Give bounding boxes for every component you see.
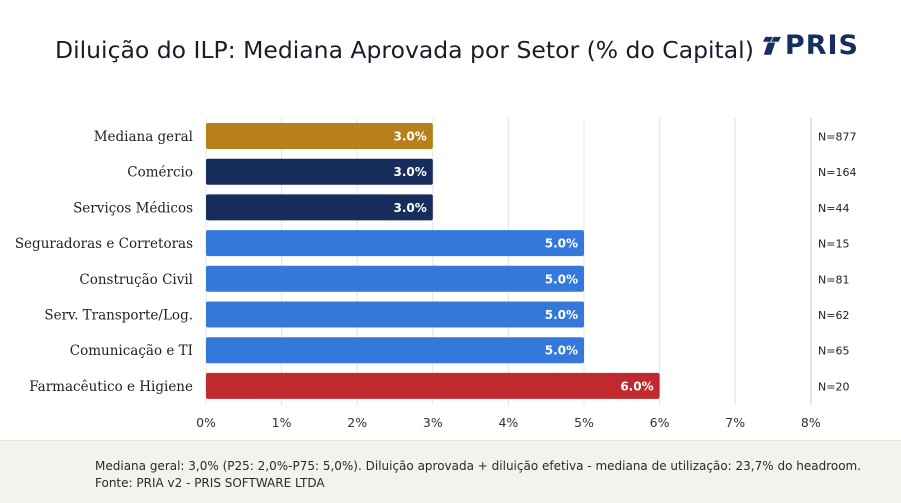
n-label: N=62 <box>818 309 849 322</box>
bar-value-label: 3.0% <box>394 201 427 215</box>
pris-logo: PRIS <box>763 28 859 62</box>
footer-note: Mediana geral: 3,0% (P25: 2,0%-P75: 5,0%… <box>95 459 862 473</box>
bar-value-label: 6.0% <box>620 379 653 393</box>
bar <box>206 158 433 185</box>
bar-value-label: 3.0% <box>394 165 427 179</box>
n-label: N=81 <box>818 273 849 286</box>
n-label: N=877 <box>818 131 856 144</box>
x-tick-label: 4% <box>498 415 518 430</box>
x-tick-label: 2% <box>347 415 367 430</box>
bar <box>206 301 584 328</box>
bar-chart: 0% 1% 2% 3% 4% 5% 6% 7% 8% Mediana geral 3.0% N=877… <box>15 118 856 430</box>
bar <box>206 230 584 257</box>
category-label: Serviços Médicos <box>73 200 193 216</box>
logo-text: PRIS <box>784 29 859 61</box>
category-label: Comércio <box>127 165 193 181</box>
x-tick-label: 3% <box>423 415 443 430</box>
n-label: N=65 <box>818 345 849 358</box>
chart-title: Diluição do ILP: Mediana Aprovada por Se… <box>55 36 754 64</box>
bar <box>206 337 584 364</box>
footer-source: Fonte: PRIA v2 - PRIS SOFTWARE LTDA <box>95 476 325 490</box>
x-tick-label: 5% <box>574 415 594 430</box>
x-tick-label: 6% <box>650 415 670 430</box>
category-label: Construção Civil <box>79 272 193 288</box>
bar-value-label: 5.0% <box>545 237 578 251</box>
x-tick-label: 8% <box>801 415 821 430</box>
bar <box>206 372 660 399</box>
n-label: N=44 <box>818 202 849 215</box>
n-label: N=15 <box>818 238 849 251</box>
x-tick-label: 0% <box>196 415 216 430</box>
bar-value-label: 5.0% <box>545 344 578 358</box>
bar <box>206 194 433 221</box>
bar-value-label: 5.0% <box>545 308 578 322</box>
x-tick-label: 7% <box>725 415 745 430</box>
chart-card <box>10 0 897 440</box>
category-label: Serv. Transporte/Log. <box>44 308 193 324</box>
x-tick-label: 1% <box>272 415 292 430</box>
bar-value-label: 5.0% <box>545 272 578 286</box>
n-label: N=164 <box>818 166 856 179</box>
bar <box>206 123 433 149</box>
category-label: Seguradoras e Corretoras <box>15 236 193 252</box>
pris-logo-mark-icon <box>763 36 781 55</box>
bar <box>206 265 584 292</box>
category-label: Farmacêutico e Higiene <box>29 379 193 395</box>
category-label: Mediana geral <box>94 129 193 145</box>
n-label: N=20 <box>818 380 849 393</box>
bar-value-label: 3.0% <box>394 130 427 144</box>
category-label: Comunicação e TI <box>70 343 193 359</box>
footer: Mediana geral: 3,0% (P25: 2,0%-P75: 5,0%… <box>0 440 901 503</box>
